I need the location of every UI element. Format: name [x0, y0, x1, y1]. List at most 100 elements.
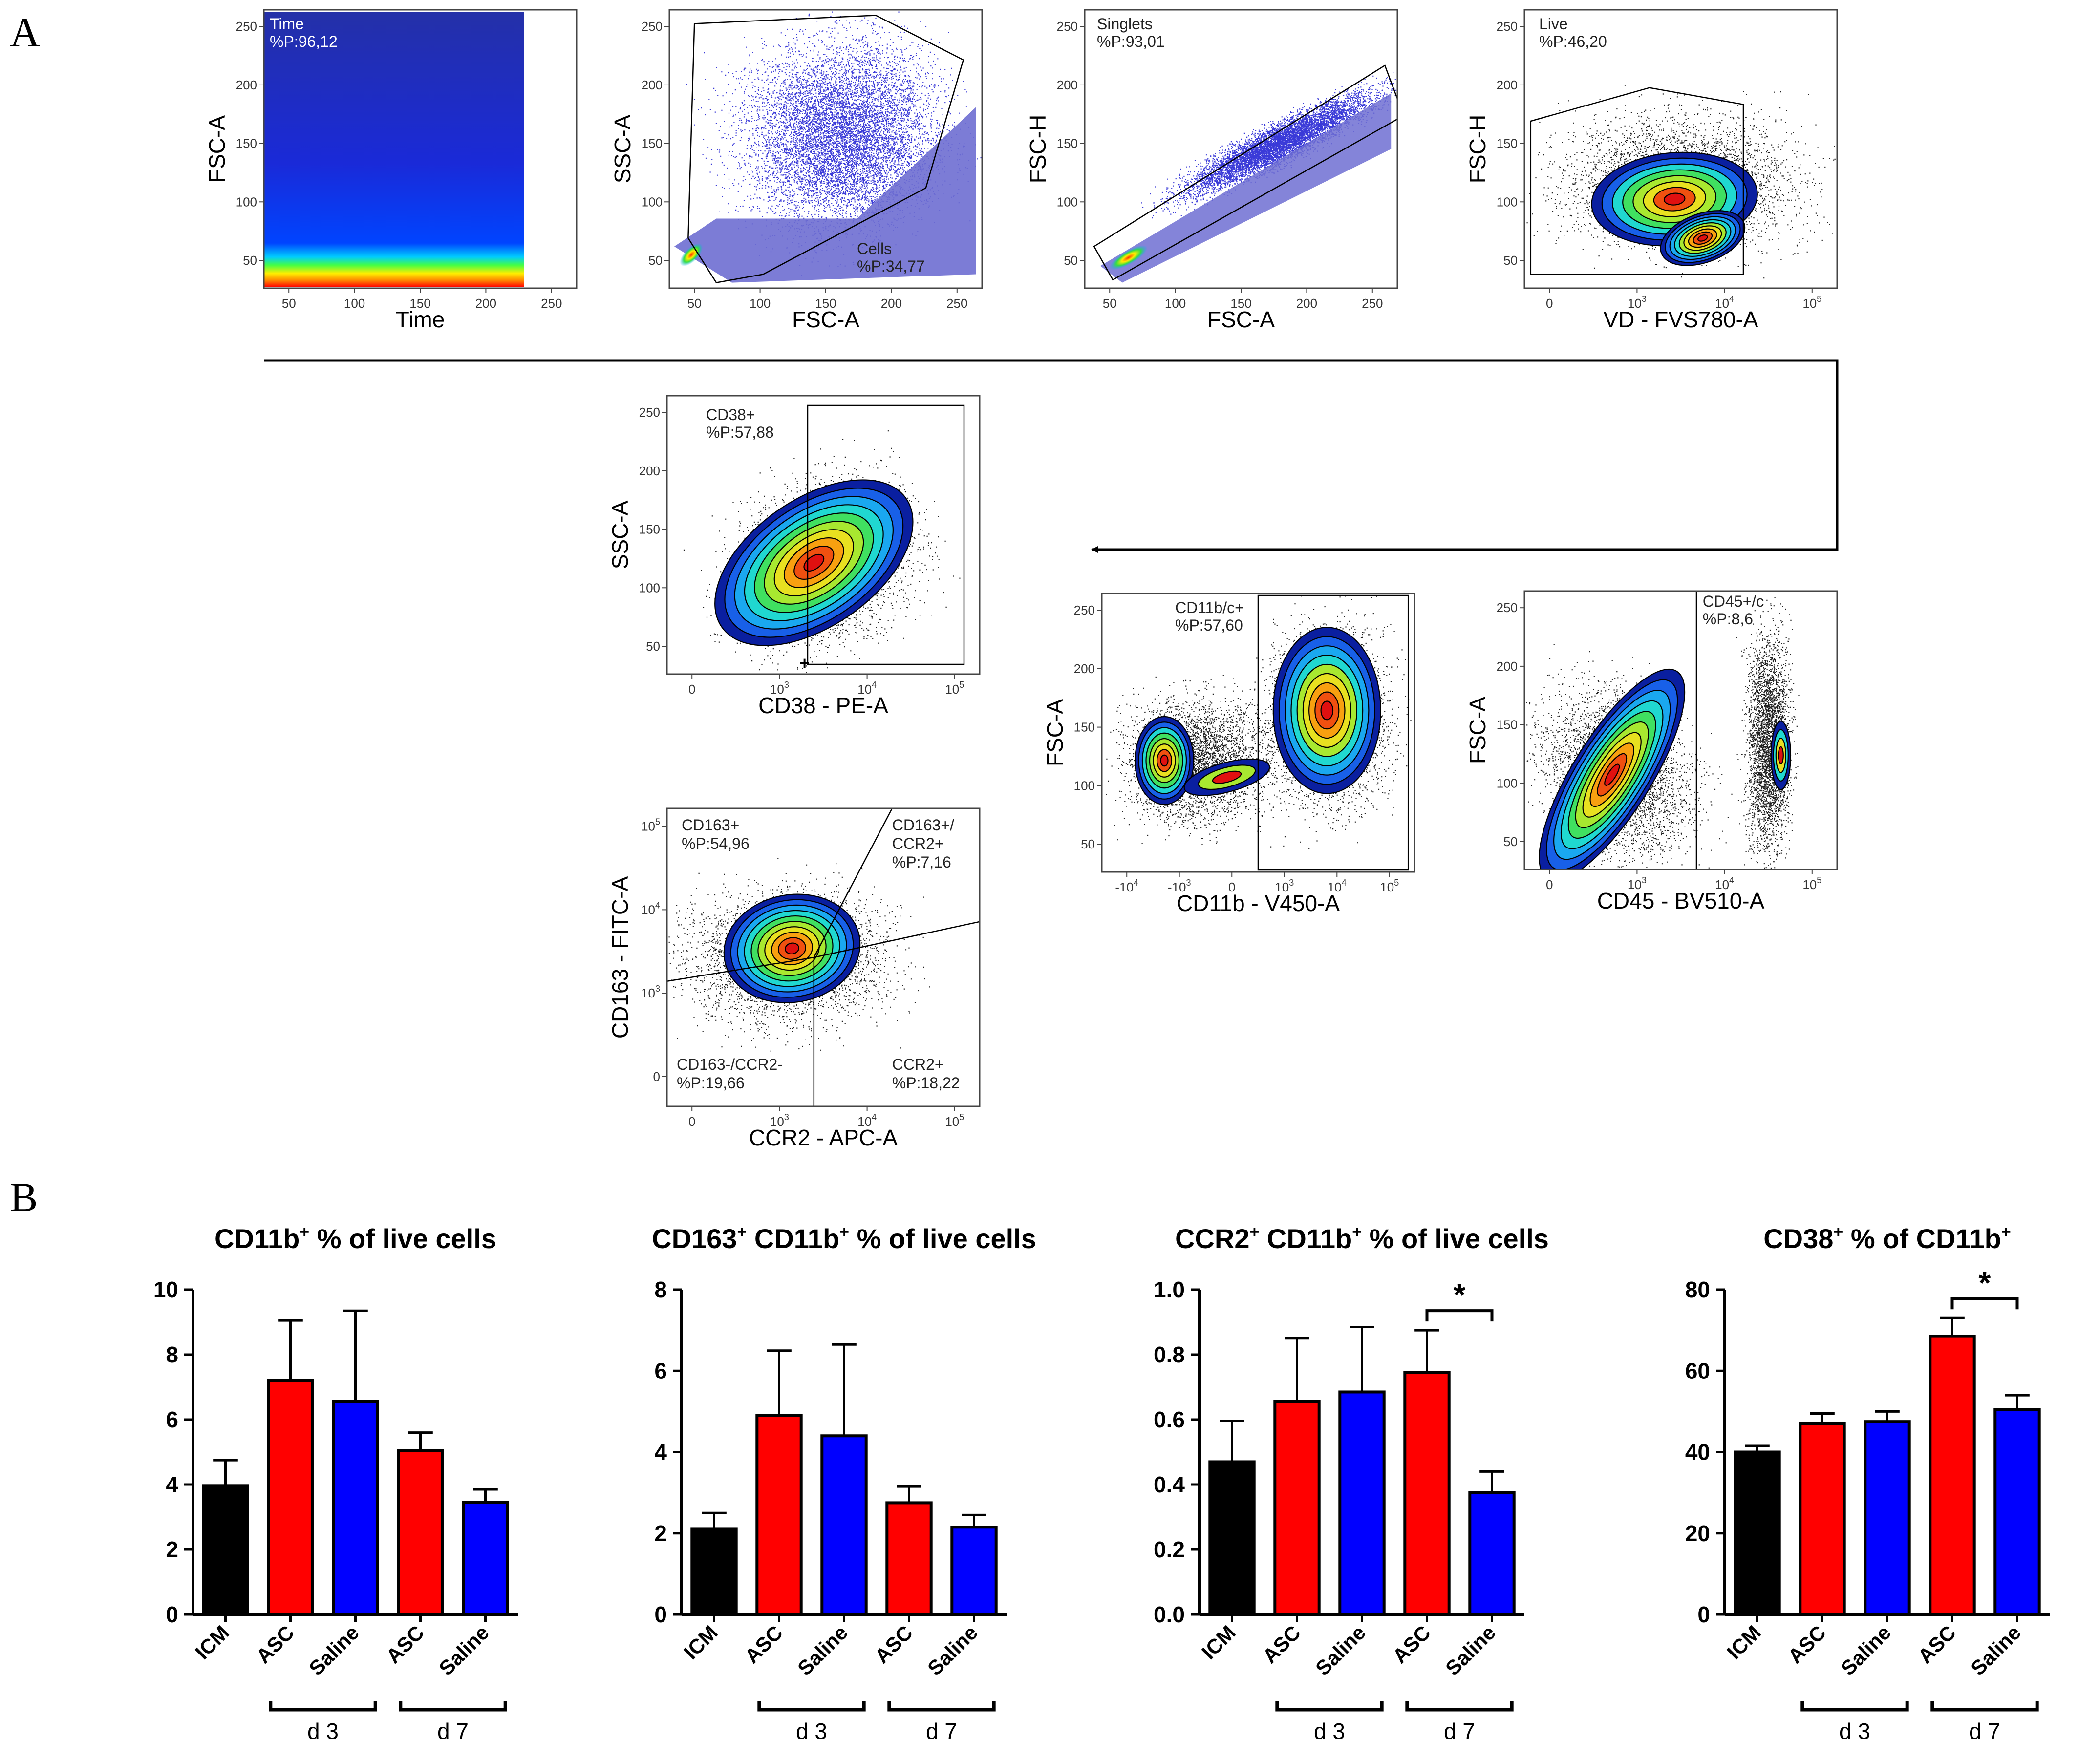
y-tick-label: 200 [1057, 78, 1078, 92]
x-tick-label: 50 [1103, 296, 1117, 311]
event-dots [668, 858, 930, 1052]
contour-level [1663, 192, 1686, 206]
x-tick-label: ASC [382, 1621, 429, 1668]
event-dots [1736, 597, 1800, 869]
chart-title: CD11b+ % of live cells [214, 1223, 496, 1254]
x-tick-label: ASC [1913, 1621, 1960, 1668]
y-tick-label: 4 [654, 1440, 667, 1465]
y-tick-label: 200 [1074, 661, 1095, 676]
group-bracket [1930, 1701, 2039, 1712]
panel-label-a: A [10, 9, 40, 56]
x-tick-label: ASC [252, 1621, 299, 1668]
plot-area [264, 12, 524, 287]
x-tick-label: ASC [1258, 1621, 1305, 1668]
group-label: d 7 [437, 1718, 469, 1744]
x-tick-label: ICM [191, 1621, 234, 1664]
y-tick-label: 104 [641, 900, 660, 917]
quadrant-value: %P:18,22 [892, 1074, 960, 1092]
y-tick-label: 0.8 [1154, 1342, 1185, 1367]
cd38-marker: + [799, 653, 810, 673]
y-tick-label: 200 [236, 78, 257, 92]
gate-label: CD11b/c+ [1175, 599, 1244, 616]
group-bracket [269, 1701, 377, 1712]
x-tick-label: 0 [1546, 877, 1553, 892]
dense-region [674, 107, 976, 283]
x-tick-label: 104 [1328, 878, 1347, 894]
y-axis-label: SSC-A [607, 500, 633, 569]
y-tick-label: 150 [1497, 718, 1518, 732]
y-tick-label: 50 [1064, 253, 1078, 268]
y-tick-label: 50 [243, 253, 257, 268]
quadrant-label: CCR2+ [892, 1056, 944, 1073]
plot-area: + [683, 404, 965, 673]
x-axis-label: CD45 - BV510-A [1597, 888, 1765, 913]
singlets-gate [1093, 64, 1397, 281]
chart-title: CCR2+ CD11b+ % of live cells [1175, 1223, 1549, 1254]
x-tick-label: 250 [1362, 296, 1383, 311]
bar-chart-3: CCR2+ CD11b+ % of live cells 0.0 0.2 0.4 0.6… [1154, 1223, 1549, 1744]
y-tick-label: 100 [1497, 776, 1518, 790]
cells-gate [687, 15, 964, 283]
event-dots [1106, 675, 1296, 848]
bar-asc [1799, 1422, 1846, 1616]
x-tick-label: 250 [541, 296, 562, 311]
contour-level [1212, 770, 1242, 784]
bar-saline [820, 1434, 868, 1616]
y-tick-label: 100 [236, 194, 257, 209]
gate-label: Time [270, 15, 304, 33]
y-tick-label: 0 [654, 1602, 667, 1627]
group-label: d 3 [1314, 1718, 1345, 1744]
chart-title: CD38+ % of CD11b+ [1763, 1223, 2011, 1254]
x-tick-label: 105 [1802, 875, 1821, 892]
x-tick-label: ICM [679, 1621, 722, 1664]
group-bracket [1800, 1701, 1909, 1712]
panel-label-b: B [10, 1174, 38, 1221]
gate-value: %P:46,20 [1539, 33, 1607, 50]
x-tick-label: 105 [945, 1112, 964, 1129]
gate-value: %P:34,77 [857, 257, 925, 275]
quadrant-label: CCR2+ [892, 835, 944, 852]
y-tick-label: 2 [654, 1521, 667, 1546]
x-tick-label: ICM [1722, 1621, 1765, 1664]
quadrant-l [667, 956, 814, 982]
plot-frame [1523, 9, 1838, 289]
flow-plot-singlets: FSC-A FSC-H 50 100 150 200 250 50 100 150 200 250 Si… [1025, 9, 1398, 332]
x-tick-label: 200 [475, 296, 496, 311]
quadrant-r [814, 921, 980, 958]
plot-frame [1523, 590, 1838, 870]
bar-saline [1338, 1390, 1386, 1616]
quadrant-label: CD163+ [682, 816, 739, 834]
bar-asc [1403, 1371, 1451, 1616]
plot-area [667, 808, 980, 1106]
bar-saline [1993, 1408, 2041, 1616]
x-tick-label: 0 [1546, 296, 1553, 311]
y-tick-label: 2 [166, 1537, 178, 1562]
y-tick-label: 0.6 [1154, 1407, 1185, 1432]
y-tick-label: 0.2 [1154, 1537, 1185, 1562]
y-tick-label: 8 [166, 1342, 178, 1367]
plot-area [1526, 85, 1836, 279]
hot-spot [680, 243, 703, 267]
group-label: d 7 [1444, 1718, 1475, 1744]
plot-area [674, 11, 982, 283]
x-axis-label: Time [396, 307, 445, 332]
flow-cytometry-panel: Time FSC-A 50 100 150 200 250 50 100 150 200 250 Tim… [204, 9, 1838, 1150]
plot-area [1106, 594, 1412, 871]
y-tick-label: 105 [641, 817, 660, 834]
y-tick-label: 0.0 [1154, 1602, 1185, 1627]
significance-bracket [1950, 1297, 2019, 1310]
cd38-gate [807, 404, 965, 665]
group-label: d 7 [926, 1718, 957, 1744]
y-axis-label: FSC-A [1465, 697, 1490, 764]
x-tick-label: ASC [870, 1621, 917, 1668]
plot-area [1526, 591, 1800, 869]
bar-saline [950, 1526, 998, 1616]
x-tick-label: 200 [1296, 296, 1317, 311]
group-bracket [1405, 1701, 1514, 1712]
